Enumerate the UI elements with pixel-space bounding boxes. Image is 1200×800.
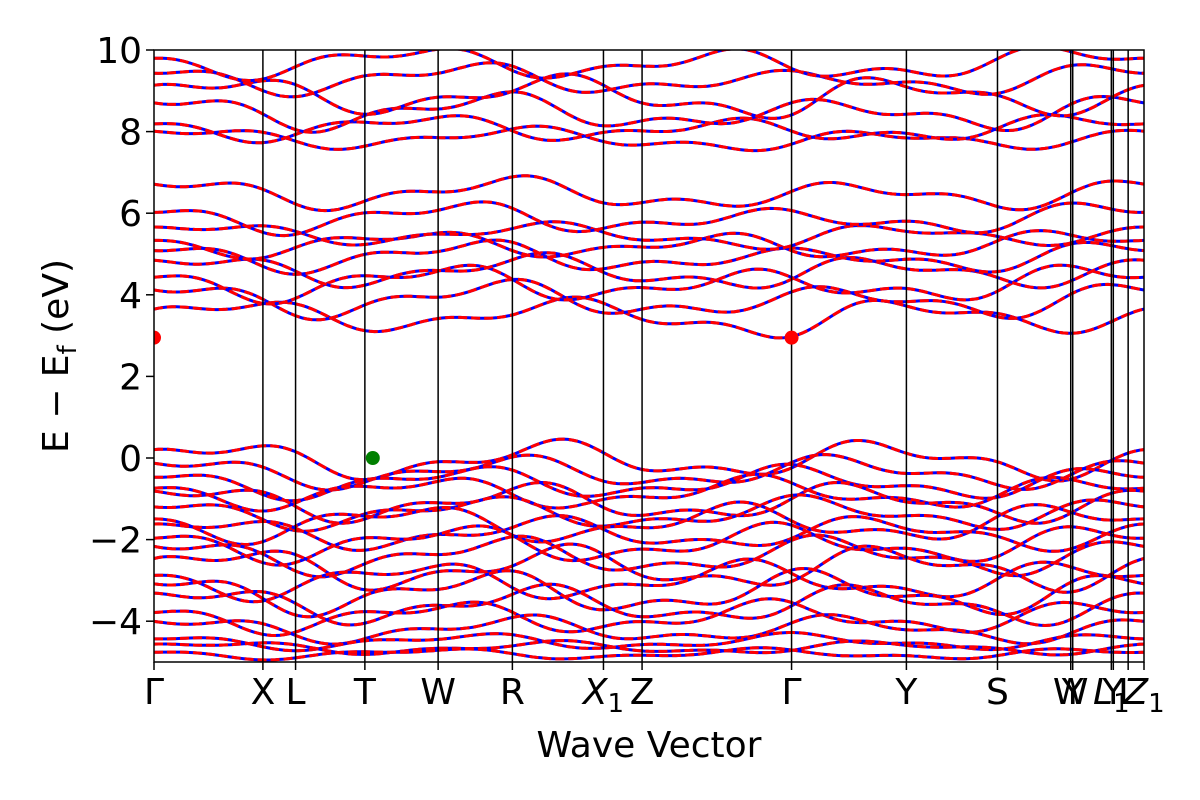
band-line-red bbox=[154, 520, 1144, 567]
band-line-red bbox=[154, 61, 1144, 99]
y-tick-label: 4 bbox=[119, 276, 142, 317]
band-line-red bbox=[154, 500, 1144, 547]
band-line-red bbox=[154, 437, 1144, 483]
x-tick-label: T bbox=[353, 672, 377, 713]
band-line-red bbox=[154, 113, 1144, 145]
band-line-blue bbox=[154, 582, 1144, 628]
band-line-red bbox=[154, 582, 1144, 628]
band-line-blue bbox=[154, 472, 1144, 513]
band-line-red bbox=[154, 124, 1144, 153]
band-line-red bbox=[154, 557, 1144, 604]
band-line-red bbox=[154, 263, 1144, 306]
band-line-blue bbox=[154, 90, 1144, 134]
band-line-red bbox=[154, 646, 1144, 662]
band-line-red bbox=[154, 50, 1144, 83]
y-tick-label: 2 bbox=[119, 357, 142, 398]
y-tick-label: 10 bbox=[96, 31, 142, 72]
band-line-red bbox=[154, 90, 1144, 134]
x-tick-label: Z1 bbox=[1122, 672, 1164, 719]
band-line-red bbox=[154, 480, 1144, 525]
band-line-red bbox=[154, 638, 1144, 657]
x-axis-title: Wave Vector bbox=[537, 725, 762, 766]
cbm-marker bbox=[784, 330, 799, 345]
x-tick-label: R bbox=[500, 672, 525, 713]
band-line-red bbox=[154, 452, 1144, 492]
band-line-red bbox=[154, 72, 1144, 120]
x-tick-label: L bbox=[1118, 672, 1138, 713]
band-line-red bbox=[154, 597, 1144, 638]
bands-layer bbox=[154, 50, 1144, 662]
x-tick-label: Y bbox=[1061, 672, 1085, 713]
y-axis-title: E − Ef (eV) bbox=[36, 259, 83, 453]
band-line-red bbox=[154, 542, 1144, 594]
band-line-blue bbox=[154, 61, 1144, 99]
y-tick-label: −4 bbox=[89, 602, 142, 643]
y-axis-ticks: −4 −2 0 2 4 6 8 10 bbox=[89, 31, 154, 643]
y-tick-label: 6 bbox=[119, 194, 142, 235]
y-tick-label: 0 bbox=[119, 439, 142, 480]
band-line-red bbox=[154, 472, 1144, 513]
x-tick-label: W bbox=[420, 672, 456, 713]
x-tick-label: Y bbox=[894, 672, 918, 713]
kpoint-lines bbox=[262, 50, 1129, 662]
x-tick-label: Z bbox=[630, 672, 655, 713]
y-tick-label: 8 bbox=[119, 113, 142, 154]
band-line-red bbox=[154, 200, 1144, 238]
y-tick-label: −2 bbox=[89, 521, 142, 562]
x-tick-label: Y bbox=[1101, 672, 1125, 713]
band-line-red bbox=[154, 238, 1144, 276]
x-tick-label: W bbox=[1053, 672, 1089, 713]
plot-frame bbox=[153, 49, 1145, 663]
x-tick-label: L bbox=[286, 672, 306, 713]
band-line-red bbox=[154, 631, 1144, 653]
vbm-marker bbox=[365, 451, 380, 465]
x-tick-label: S bbox=[986, 672, 1009, 713]
band-line-red bbox=[154, 277, 1144, 322]
band-line-blue bbox=[154, 514, 1144, 553]
x-tick-label: X bbox=[251, 672, 276, 713]
band-line-red bbox=[154, 514, 1144, 553]
x-tick-label: X1 bbox=[581, 672, 624, 719]
band-line-red bbox=[154, 174, 1144, 213]
x-tick-label: Γ bbox=[782, 672, 802, 713]
cbm-marker bbox=[154, 330, 161, 345]
x-tick-label: Γ bbox=[144, 672, 164, 713]
band-line-blue bbox=[154, 50, 1144, 83]
band-edge-markers bbox=[154, 330, 799, 465]
band-line-red bbox=[154, 462, 1144, 503]
band-line-blue bbox=[154, 613, 1144, 646]
x-tick-label: L1 bbox=[1093, 672, 1130, 719]
